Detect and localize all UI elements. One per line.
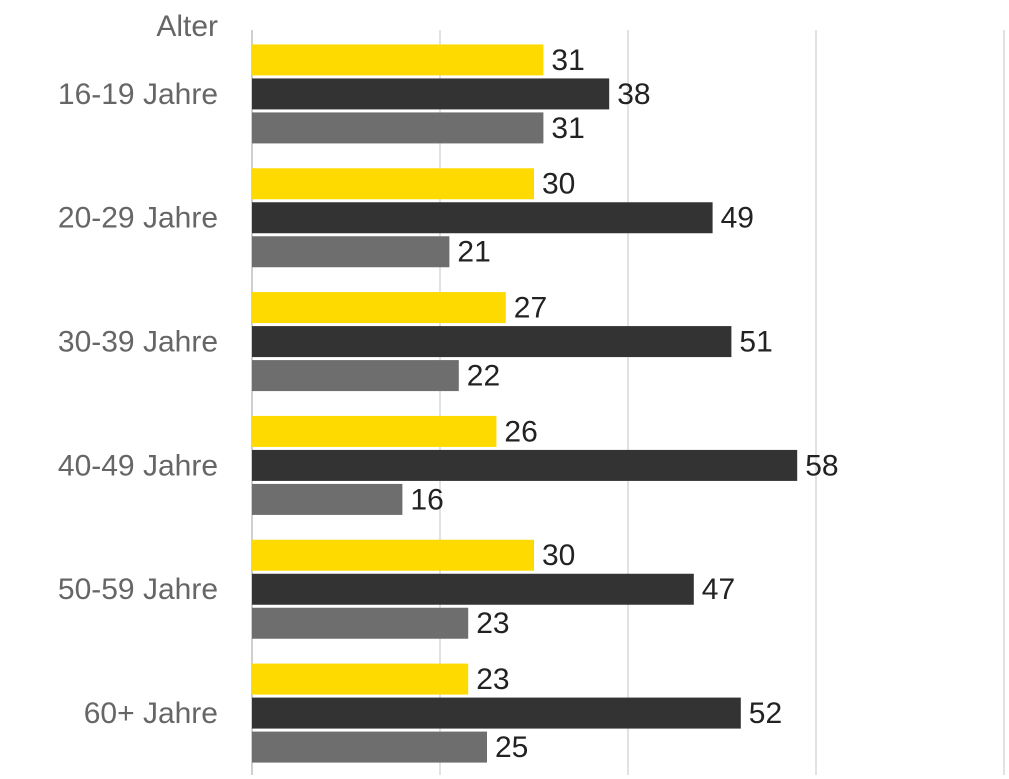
- y-tick-label: 16-19 Jahre: [58, 78, 218, 111]
- y-tick-label: 50-59 Jahre: [58, 573, 218, 606]
- bar: [252, 78, 610, 110]
- bar: [252, 697, 741, 729]
- value-label: 21: [457, 236, 490, 269]
- bar: [252, 483, 403, 515]
- bar: [252, 573, 694, 605]
- value-label: 22: [467, 360, 500, 393]
- value-label: 49: [721, 202, 754, 235]
- value-label: 38: [617, 78, 650, 111]
- value-label: 47: [702, 573, 735, 606]
- bar: [252, 326, 732, 358]
- value-label: 30: [542, 539, 575, 572]
- value-label: 58: [805, 449, 838, 482]
- bar: [252, 539, 534, 571]
- bar: [252, 663, 469, 695]
- bar: [252, 236, 450, 268]
- value-label: 26: [504, 415, 537, 448]
- bar: [252, 415, 497, 447]
- value-label: 52: [749, 697, 782, 730]
- value-label: 31: [551, 112, 584, 145]
- bar: [252, 360, 459, 392]
- bar: [252, 202, 713, 234]
- y-tick-label: 40-49 Jahre: [58, 449, 218, 482]
- bar: [252, 449, 798, 481]
- y-tick-label: 60+ Jahre: [84, 697, 218, 730]
- value-label: 30: [542, 168, 575, 201]
- value-label: 51: [739, 326, 772, 359]
- value-label: 16: [410, 483, 443, 516]
- value-label: 23: [476, 607, 509, 640]
- bar: [252, 607, 469, 639]
- bar: [252, 292, 506, 324]
- bar: [252, 44, 544, 76]
- bar: [252, 168, 534, 200]
- axis-label: Alter: [156, 10, 218, 43]
- bar: [252, 112, 544, 144]
- y-tick-label: 30-39 Jahre: [58, 326, 218, 359]
- y-tick-label: 20-29 Jahre: [58, 202, 218, 235]
- bar: [252, 731, 487, 763]
- value-label: 23: [476, 663, 509, 696]
- value-label: 31: [551, 44, 584, 77]
- value-label: 27: [514, 292, 547, 325]
- value-label: 25: [495, 731, 528, 764]
